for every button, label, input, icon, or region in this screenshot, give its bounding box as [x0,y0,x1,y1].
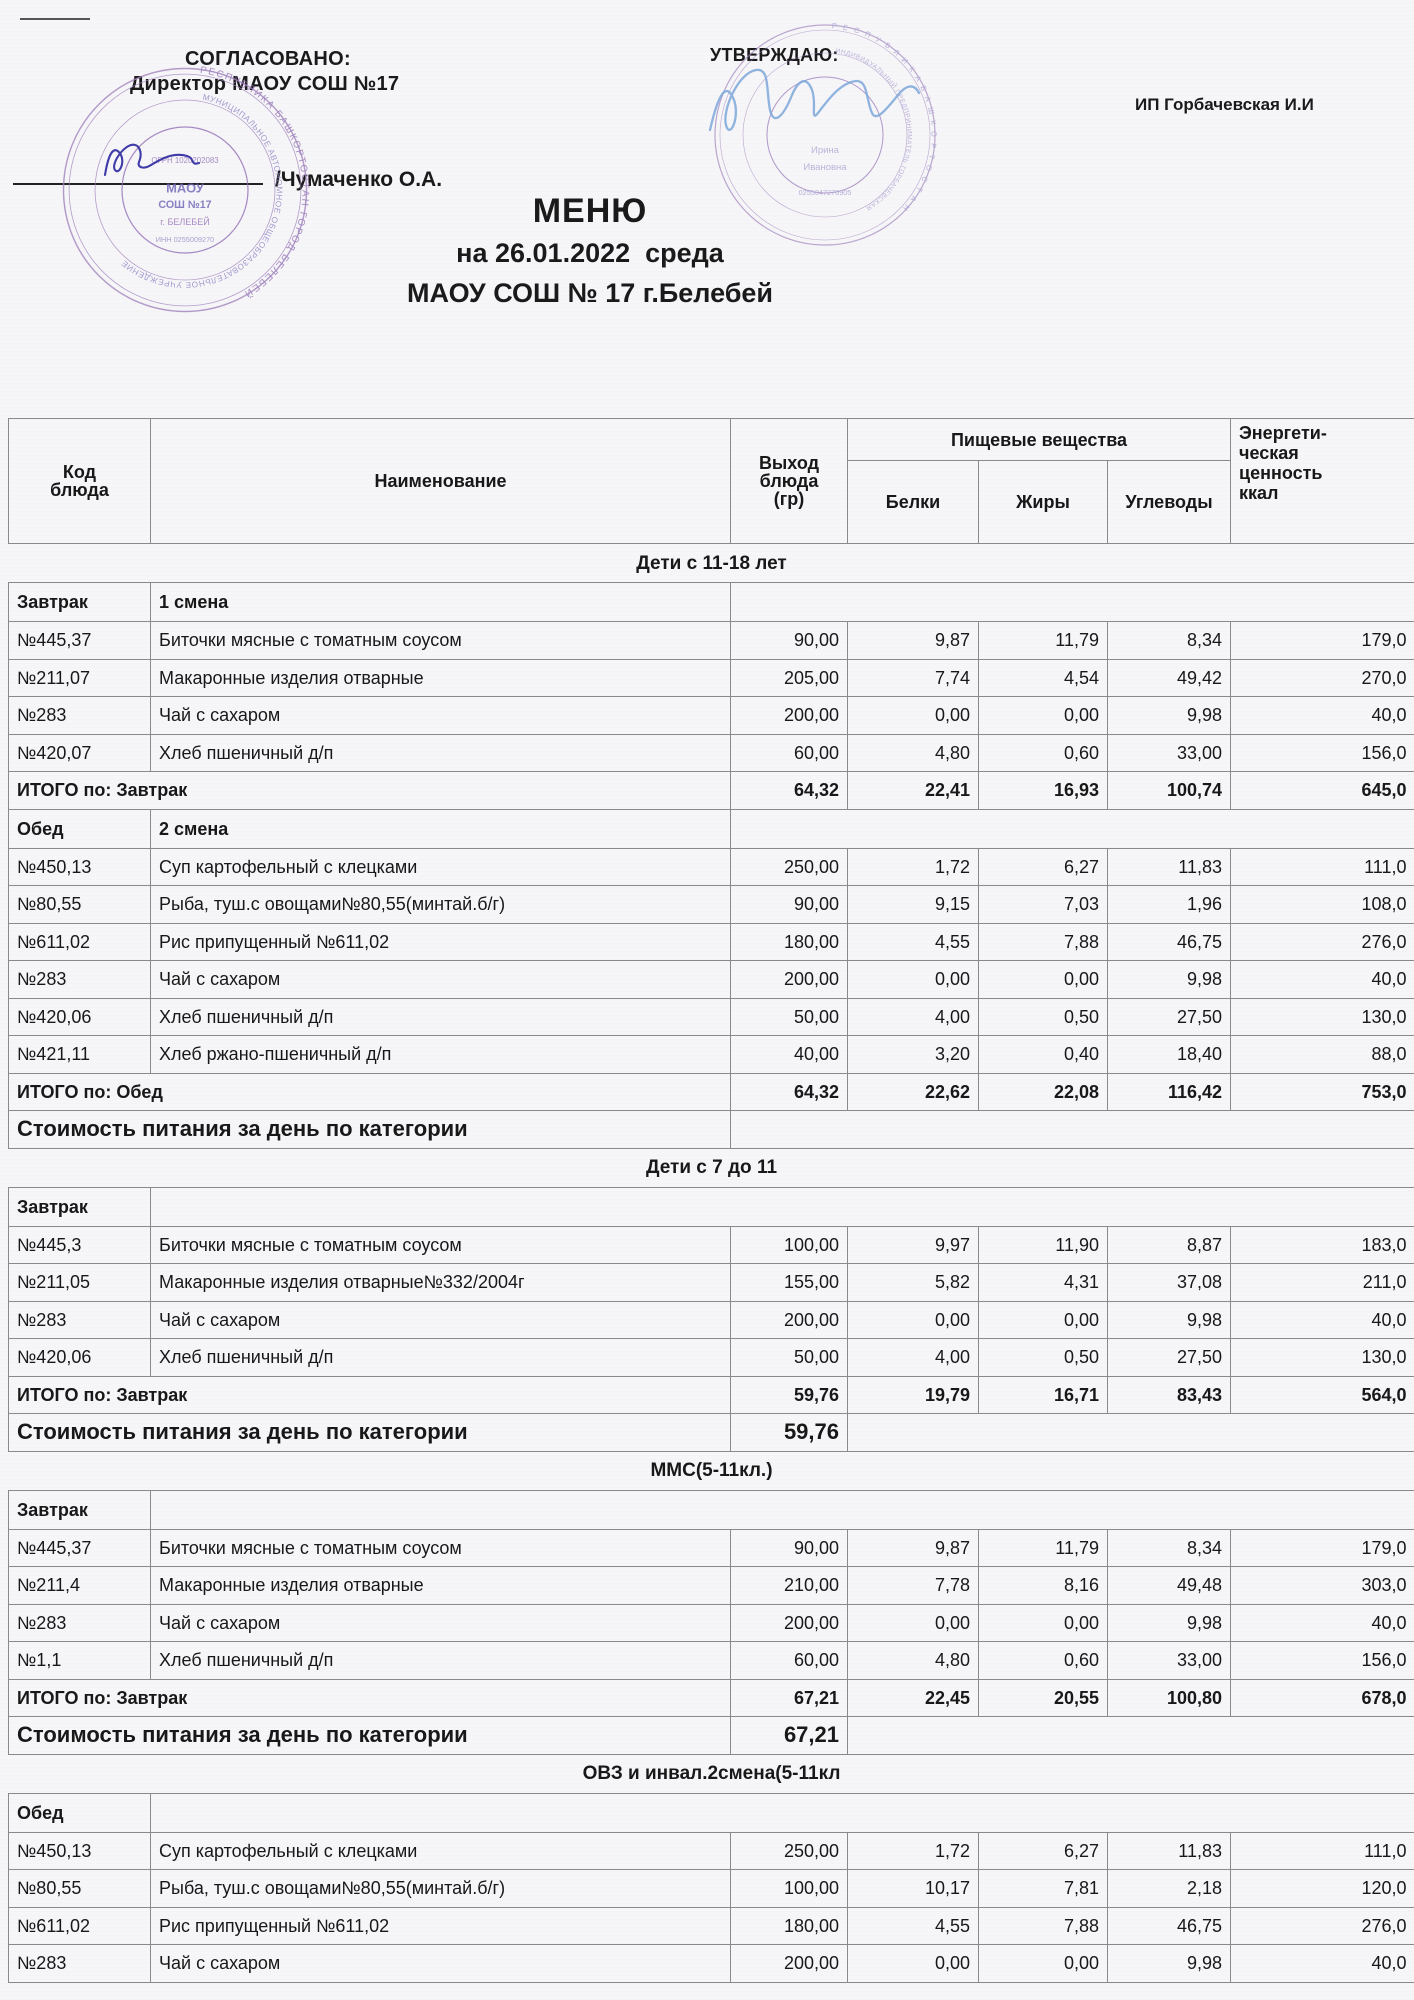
svg-text:0255047276905: 0255047276905 [799,188,852,197]
svg-text:СОШ №17: СОШ №17 [158,199,211,211]
svg-text:г. БЕЛЕБЕЙ: г. БЕЛЕБЕЙ [160,216,209,227]
svg-text:ИНН 0255009270: ИНН 0255009270 [156,235,214,244]
